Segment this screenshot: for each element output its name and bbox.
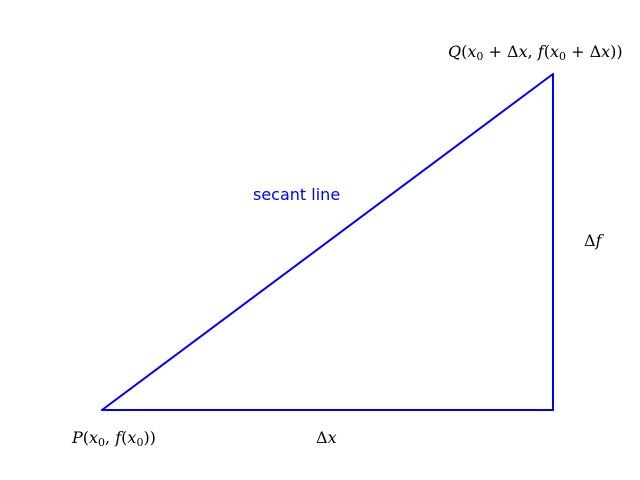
secant-line	[101, 73, 554, 411]
point-q-label: Q(x0 + Δx, f(x0 + Δx))	[448, 42, 623, 63]
delta-x-label: Δx	[316, 428, 337, 447]
secant-line-label: secant line	[253, 185, 341, 204]
point-p-label: P(x0, f(x0))	[72, 428, 156, 449]
delta-f-label: Δf	[584, 231, 602, 250]
